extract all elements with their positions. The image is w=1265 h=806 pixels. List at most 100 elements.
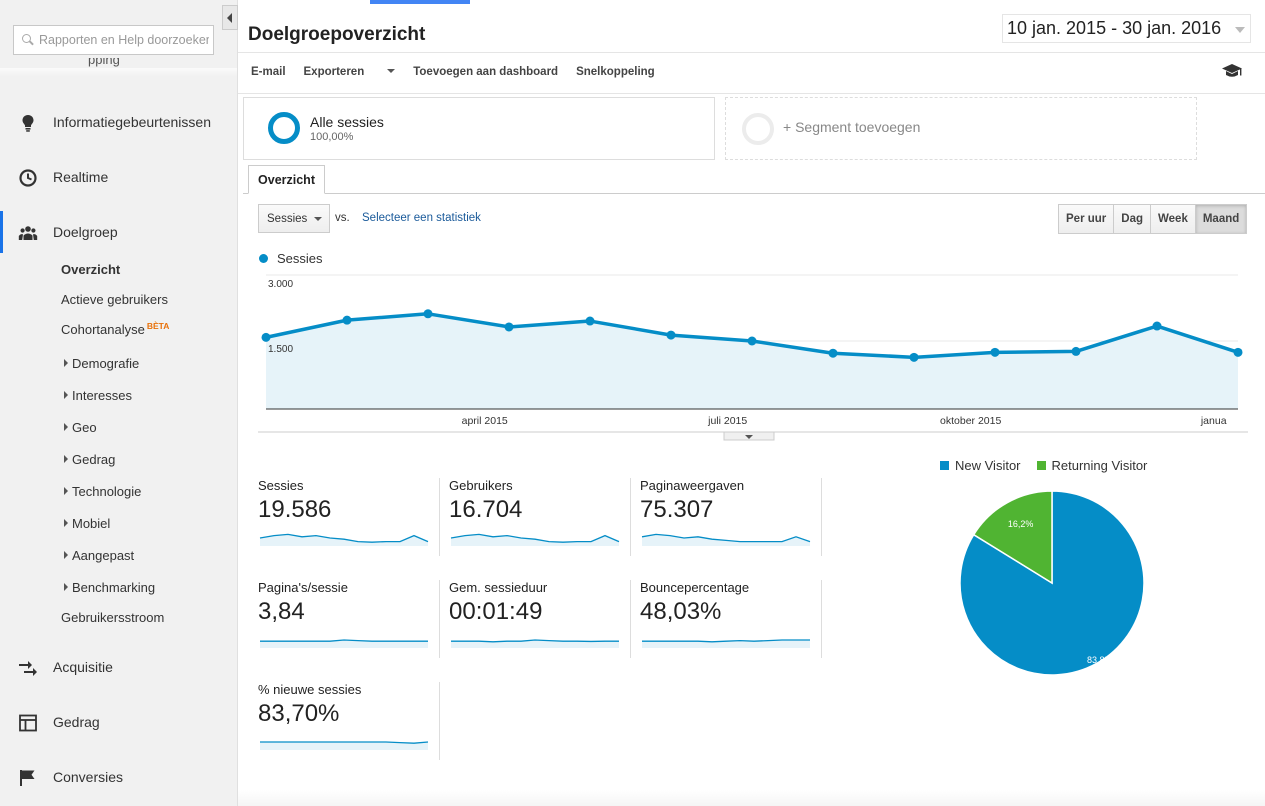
nav-behavior[interactable]: Gedrag [0,704,237,740]
metric-card-title: Paginaweergaven [640,478,745,493]
data-point [1152,321,1162,331]
data-point [504,322,514,332]
interval-day-button[interactable]: Dag [1114,205,1151,233]
metric-card[interactable]: Bouncepercentage 48,03% [640,580,822,658]
sidebar-item-user-flow[interactable]: Gebruikersstroom [61,610,165,625]
export-button[interactable]: Exporteren [304,66,396,78]
select-metric-link[interactable]: Selecteer een statistiek [362,212,481,224]
sparkline-area [642,534,810,546]
sidebar-shade [0,68,237,76]
technology-label: Technologie [72,484,142,499]
interval-week-button[interactable]: Week [1151,205,1196,233]
metric-select[interactable]: Sessies [258,204,330,233]
segment-name: Alle sessies [310,114,384,130]
benchmarking-label: Benchmarking [72,580,156,595]
legend-label-returning: Returning Visitor [1051,458,1148,473]
sparkline [451,639,619,648]
sparkline-line [260,741,429,744]
sparkline-line [641,533,811,543]
expand-triangle-icon [64,423,68,431]
date-range-picker[interactable]: 10 jan. 2015 - 30 jan. 2016 [1002,14,1251,43]
metric-card-value: 00:01:49 [449,598,543,625]
sidebar-item-custom[interactable]: Aangepast [64,548,134,563]
data-point [1233,347,1243,357]
sparkline [450,533,620,546]
vs-label: vs. [335,212,350,224]
chevron-down-icon [1235,27,1245,33]
empty-segment-ring-icon [742,113,774,145]
segment-all-sessions[interactable]: Alle sessies 100,00% [243,97,715,160]
nav-conversions[interactable]: Conversies [0,759,237,795]
top-progress-indicator [370,0,470,4]
sparkline-line [260,639,428,642]
data-point [1071,346,1081,356]
interval-month-button[interactable]: Maand [1195,205,1247,233]
legend-item-returning-visitor: Returning Visitor [1036,458,1148,473]
metric-card[interactable]: Paginaweergaven 75.307 [640,478,822,556]
sidebar: pping Informatiegebeurtenissen Realtime … [0,0,238,806]
search-box[interactable] [13,25,214,55]
sparkline [259,533,429,546]
collapse-sidebar-button[interactable] [222,5,238,30]
sparkline-area [260,742,428,750]
add-segment-button[interactable]: + Segment toevoegen [725,97,1197,160]
search-input[interactable] [39,33,209,47]
pie-slice [972,490,1053,585]
sparkline-line [450,533,620,543]
metric-card[interactable]: Sessies 19.586 [258,478,440,556]
metric-card-value: 3,84 [258,598,305,625]
data-point [990,347,1000,357]
acquisition-arrows-icon [19,661,37,676]
metric-card[interactable]: Gem. sessieduur 00:01:49 [449,580,631,658]
data-point [828,348,838,358]
sidebar-item-overview[interactable]: Overzicht [61,262,121,277]
tab-overview[interactable]: Overzicht [248,165,325,194]
sparkline-line [259,533,429,543]
metric-card-value: 19.586 [258,496,332,523]
add-segment-label: + Segment toevoegen [783,119,921,135]
legend-marker [259,254,268,263]
sidebar-item-benchmarking[interactable]: Benchmarking [64,580,155,595]
metric-card[interactable]: % nieuwe sessies 83,70% [258,682,440,760]
nav-behavior-label: Gedrag [53,714,100,730]
graduation-cap-icon[interactable] [1221,63,1243,79]
sidebar-item-active-users[interactable]: Actieve gebruikers [61,292,168,307]
people-icon [18,226,38,240]
behavior-label: Gedrag [72,452,116,467]
nav-realtime[interactable]: Realtime [0,159,237,195]
x-tick-label: janua [1200,415,1227,427]
nav-acquisition[interactable]: Acquisitie [0,649,237,685]
cohort-label: Cohortanalyse [61,322,145,337]
sidebar-item-interests[interactable]: Interesses [64,388,132,403]
pie-slice-label: 83,8% [1087,655,1113,665]
interval-hourly-button[interactable]: Per uur [1059,205,1115,233]
metric-card[interactable]: Gebruikers 16.704 [449,478,631,556]
beta-badge: BÈTA [146,321,170,331]
segment-ring-icon [268,112,300,144]
shortcut-button[interactable]: Snelkoppeling [576,66,655,78]
sidebar-item-geo[interactable]: Geo [64,420,97,435]
email-button[interactable]: E-mail [251,66,286,78]
date-range-text: 10 jan. 2015 - 30 jan. 2016 [1007,18,1222,38]
sparkline [641,533,811,546]
chevron-down-icon [314,217,322,221]
sidebar-item-technology[interactable]: Technologie [64,484,141,499]
metric-card[interactable]: Pagina's/sessie 3,84 [258,580,440,658]
expand-triangle-icon [64,583,68,591]
sidebar-item-mobile[interactable]: Mobiel [64,516,110,531]
nav-audience[interactable]: Doelgroep [0,211,237,253]
sidebar-item-cohort-analysis[interactable]: Cohortanalyse BÈTA [61,321,170,337]
export-label: Exporteren [303,66,365,78]
nav-information-events[interactable]: Informatiegebeurtenissen [0,104,237,140]
sparkline [260,639,428,648]
sidebar-item-behavior[interactable]: Gedrag [64,452,115,467]
sidebar-item-demographics[interactable]: Demografie [64,356,139,371]
add-to-dashboard-button[interactable]: Toevoegen aan dashboard [413,66,559,78]
x-tick-label: oktober 2015 [940,415,1001,427]
toolbar-divider [238,93,1265,94]
mobile-label: Mobiel [72,516,111,531]
header-divider [238,52,1265,53]
expand-triangle-icon [64,519,68,527]
area-fill [266,313,1238,409]
legend-item-new-visitor: New Visitor [940,458,1021,473]
